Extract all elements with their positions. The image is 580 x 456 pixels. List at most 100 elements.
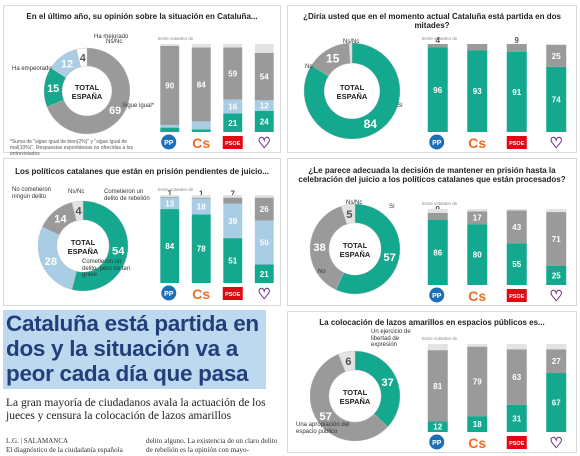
svg-text:♡: ♡ <box>550 135 563 152</box>
svg-text:Cs: Cs <box>468 435 486 451</box>
bar-segment <box>160 45 180 125</box>
segment-label: Cometieron un delito de rebelión <box>104 189 150 202</box>
stacked-bar-chart: Entre votantes de 96 4 PP 93 Cs 91 9 PSOE 74 25 ♡ <box>422 36 567 152</box>
segment-label: Ns/Nc <box>346 200 363 206</box>
svg-text:PSOE: PSOE <box>509 294 525 300</box>
bar-segment <box>427 209 448 213</box>
bar-segment <box>191 129 211 132</box>
bar-value-label: 16 <box>228 102 237 111</box>
donut-value-label: 4 <box>75 206 82 218</box>
svg-text:Cs: Cs <box>468 288 486 304</box>
bar-value-label: 43 <box>512 223 521 232</box>
bar-segment <box>427 421 448 432</box>
donut-value-label: 38 <box>313 242 326 254</box>
chart-title: ¿Diría usted que en el momento actual Ca… <box>303 12 561 31</box>
bar-segment <box>546 66 567 132</box>
donut-value-label: 15 <box>326 51 340 65</box>
bar-value-label: 12 <box>260 102 269 111</box>
bar-segment <box>427 47 448 132</box>
bar-value-label: 96 <box>433 86 442 95</box>
svg-text:Cs: Cs <box>192 135 210 151</box>
chart-title: ¿Le parece adecuada la decisión de mante… <box>298 166 566 185</box>
bar-segment <box>546 44 567 67</box>
bar-segment <box>506 243 527 285</box>
svg-text:PSOE: PSOE <box>509 441 525 447</box>
donut-value-label: 15 <box>47 83 59 95</box>
bar-segment <box>254 220 274 265</box>
bar-value-label: 81 <box>433 382 442 391</box>
bar-value-label: 80 <box>473 251 482 260</box>
bar-segment <box>223 47 243 100</box>
svg-text:PP: PP <box>432 440 442 447</box>
bar-segment <box>506 209 527 211</box>
bar-segment <box>427 212 448 220</box>
svg-text:♡: ♡ <box>258 286 271 303</box>
segment-label: Sigue igual* <box>122 103 155 109</box>
bar-segment <box>254 100 274 111</box>
bar-value-label: 1 <box>199 190 204 199</box>
bar-segment <box>223 203 243 239</box>
bar-segment <box>191 198 211 215</box>
podemos-logo: ♡ <box>258 135 271 152</box>
bar-segment <box>160 195 180 197</box>
donut-segment <box>303 42 401 140</box>
bar-segment <box>506 404 527 432</box>
psoe-logo: PSOE <box>222 287 243 300</box>
bar-value-label: 78 <box>197 245 206 254</box>
donut-value-label: 69 <box>109 105 121 117</box>
bar-segment <box>160 124 180 128</box>
bar-value-label: 79 <box>473 377 482 386</box>
chart-panel-prison-politicians: Los políticos catalanes que están en pri… <box>3 158 281 306</box>
donut-value-label: 5 <box>346 209 352 221</box>
chart-title: La colocación de lazos amarillos en espa… <box>319 318 545 327</box>
svg-text:PSOE: PSOE <box>509 141 525 147</box>
bar-segment <box>160 44 180 46</box>
bar-segment <box>191 214 211 283</box>
bar-segment <box>506 349 527 405</box>
bar-segment <box>467 50 488 132</box>
bar-value-label: 90 <box>165 81 174 90</box>
stacked-bar-chart: Entre votantes de5390PP384Cs211659PSOE24… <box>158 36 274 152</box>
donut-value-label: 57 <box>319 411 332 423</box>
segment-label: Ns/Nc <box>68 189 85 195</box>
stacked-bar-chart: Entre votantes de869PP8017Cs5543PSOE2571… <box>422 201 567 305</box>
bar-value-label: 55 <box>512 260 521 269</box>
svg-text:♡: ♡ <box>550 435 563 452</box>
bar-value-label: 27 <box>552 357 561 366</box>
pp-logo: PP <box>161 285 177 301</box>
pp-logo: PP <box>161 134 177 150</box>
donut-value-label: 4 <box>80 52 86 64</box>
cs-logo: Cs <box>468 135 486 151</box>
bar-value-label: 12 <box>433 423 442 432</box>
bar-segment <box>223 195 243 198</box>
bar-segment <box>254 52 274 101</box>
bar-value-label: 9 <box>515 36 520 45</box>
donut-segment <box>71 200 129 292</box>
bar-segment <box>506 210 527 244</box>
svg-text:Cs: Cs <box>192 286 210 302</box>
axis-label: Entre votantes de <box>158 187 194 192</box>
donut-segment <box>309 205 348 290</box>
donut-value-label: 28 <box>45 256 58 268</box>
donut-center-label: ESPAÑA <box>72 92 103 101</box>
cs-logo: Cs <box>468 435 486 451</box>
bar-segment <box>223 238 243 283</box>
segment-label: Sí <box>397 103 403 109</box>
psoe-logo: PSOE <box>506 289 527 302</box>
chart-title: Los políticos catalanes que están en pri… <box>15 167 269 176</box>
bar-segment <box>467 344 488 347</box>
axis-label: Entre votantes de <box>422 336 458 341</box>
bar-value-label: 13 <box>165 199 174 208</box>
bar-value-label: 59 <box>228 69 237 78</box>
podemos-logo: ♡ <box>550 288 563 305</box>
donut-center-label: TOTAL <box>340 83 365 92</box>
bar-segment <box>467 224 488 285</box>
bar-value-label: 84 <box>197 80 206 89</box>
bar-segment <box>254 44 274 53</box>
bar-segment <box>427 344 448 351</box>
axis-label: Entre votantes de <box>158 36 194 41</box>
donut-segment <box>338 350 356 372</box>
